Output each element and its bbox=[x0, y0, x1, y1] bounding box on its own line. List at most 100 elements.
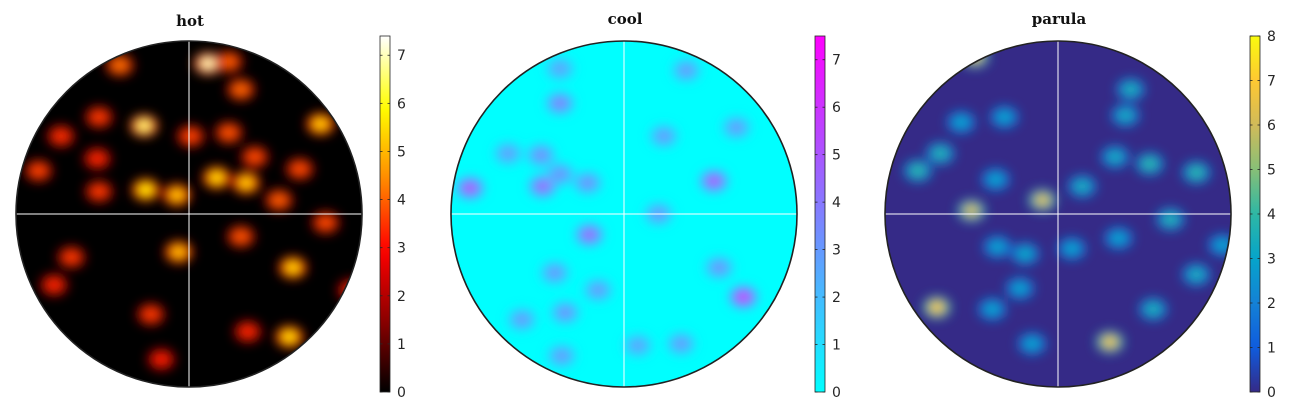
colorbar-tick-label: 8 bbox=[1267, 29, 1276, 45]
density-blob bbox=[63, 250, 80, 264]
density-blob bbox=[153, 352, 170, 366]
pole-figure-disk bbox=[15, 40, 363, 388]
density-blob bbox=[1141, 157, 1158, 171]
density-blob bbox=[678, 63, 695, 77]
density-blob bbox=[989, 240, 1006, 254]
density-blob bbox=[735, 290, 752, 304]
colorbar-tick-label: 2 bbox=[1267, 296, 1276, 312]
colorbar-tick-label: 5 bbox=[832, 148, 841, 164]
colorbar-tick-label: 4 bbox=[1267, 207, 1276, 223]
density-blob bbox=[909, 164, 926, 178]
density-blob bbox=[200, 56, 217, 70]
colorbar-tick-label: 0 bbox=[1267, 385, 1276, 401]
density-blob bbox=[182, 129, 199, 143]
colorbar-tick-label: 2 bbox=[397, 289, 406, 305]
density-blob-halo bbox=[337, 279, 362, 302]
colorbar: 0 1 2 3 4 5 6 7 bbox=[379, 35, 406, 401]
density-blob bbox=[1188, 268, 1205, 282]
density-blob bbox=[1107, 150, 1124, 164]
density-blob bbox=[996, 110, 1013, 124]
density-blob bbox=[984, 302, 1001, 316]
density-blob bbox=[963, 204, 980, 218]
density-blob bbox=[1188, 165, 1205, 179]
panel-title: hot bbox=[176, 12, 204, 30]
colorbar-tick-label: 1 bbox=[832, 338, 841, 354]
density-blob bbox=[1011, 281, 1028, 295]
density-blob bbox=[312, 117, 329, 131]
density-blob bbox=[208, 171, 225, 185]
density-blob bbox=[89, 152, 106, 166]
colorbar: 0 1 2 3 4 5 6 7 bbox=[814, 35, 841, 401]
density-blob bbox=[220, 126, 237, 140]
colorbar-tick-label: 6 bbox=[397, 96, 406, 112]
density-blob bbox=[239, 325, 256, 339]
colorbar-tick-label: 7 bbox=[397, 48, 406, 64]
panel-title: parula bbox=[1032, 10, 1087, 28]
colorbar-tick-label: 6 bbox=[832, 100, 841, 116]
density-blob bbox=[137, 183, 154, 197]
density-blob bbox=[270, 193, 287, 207]
colorbar-tick-label: 3 bbox=[832, 243, 841, 259]
density-blob bbox=[581, 228, 598, 242]
density-blob bbox=[590, 283, 607, 297]
density-blob bbox=[232, 82, 249, 96]
density-blob bbox=[513, 313, 530, 327]
density-blobs bbox=[456, 57, 758, 367]
disk-outline bbox=[884, 40, 1232, 388]
density-blob bbox=[1122, 82, 1139, 96]
density-blob bbox=[953, 115, 970, 129]
density-blob bbox=[136, 119, 153, 133]
density-blob bbox=[928, 300, 945, 314]
density-blob bbox=[111, 58, 128, 72]
density-blob bbox=[238, 176, 255, 190]
density-blob bbox=[1162, 212, 1179, 226]
density-blob bbox=[246, 150, 263, 164]
density-blob bbox=[170, 245, 187, 259]
panel-parula: parula 0 1 2 3 4 5 6 7 8 bbox=[884, 10, 1276, 401]
density-blob bbox=[553, 349, 570, 363]
density-blob bbox=[1145, 302, 1162, 316]
density-blob bbox=[30, 164, 47, 178]
colorbar-gradient bbox=[814, 35, 826, 393]
density-blob bbox=[52, 129, 69, 143]
density-blob bbox=[557, 306, 574, 320]
colorbar-tick-label: 0 bbox=[832, 385, 841, 401]
panel-hot: hot 0 1 2 3 4 5 6 7 bbox=[15, 12, 406, 401]
density-blob bbox=[546, 266, 563, 280]
density-blob bbox=[1017, 247, 1034, 261]
colorbar-tick-label: 7 bbox=[1267, 74, 1276, 90]
density-blob bbox=[932, 146, 949, 160]
density-blob bbox=[705, 174, 722, 188]
panel-cool: cool 0 1 2 3 4 5 6 7 bbox=[450, 10, 841, 401]
colorbar-tick-label: 4 bbox=[397, 193, 406, 209]
density-blob bbox=[673, 337, 690, 351]
density-blob bbox=[291, 162, 308, 176]
colorbar-tick-label: 1 bbox=[1267, 341, 1276, 357]
density-blob bbox=[220, 55, 237, 69]
density-blob bbox=[142, 307, 159, 321]
density-blob bbox=[168, 188, 185, 202]
density-blob bbox=[1214, 238, 1231, 252]
density-blob bbox=[551, 167, 568, 181]
density-blob bbox=[317, 216, 334, 230]
colorbar-tick-label: 7 bbox=[832, 53, 841, 69]
density-blob bbox=[1110, 231, 1127, 245]
density-blob bbox=[966, 50, 983, 64]
density-blob bbox=[579, 176, 596, 190]
colorbar-tick-label: 5 bbox=[1267, 163, 1276, 179]
disk-outline bbox=[15, 40, 363, 388]
density-blob bbox=[534, 179, 551, 193]
pole-figure-disk bbox=[450, 40, 798, 388]
colorbar-gradient bbox=[379, 35, 391, 393]
density-blob bbox=[551, 96, 568, 110]
pole-figure-disk bbox=[884, 40, 1232, 388]
density-blobs bbox=[903, 45, 1231, 355]
density-blob bbox=[655, 129, 672, 143]
density-blob bbox=[284, 261, 301, 275]
density-blob bbox=[1034, 193, 1051, 207]
density-blob bbox=[500, 146, 517, 160]
density-blob bbox=[1117, 108, 1134, 122]
density-blob bbox=[728, 121, 745, 134]
density-blob bbox=[462, 181, 479, 195]
